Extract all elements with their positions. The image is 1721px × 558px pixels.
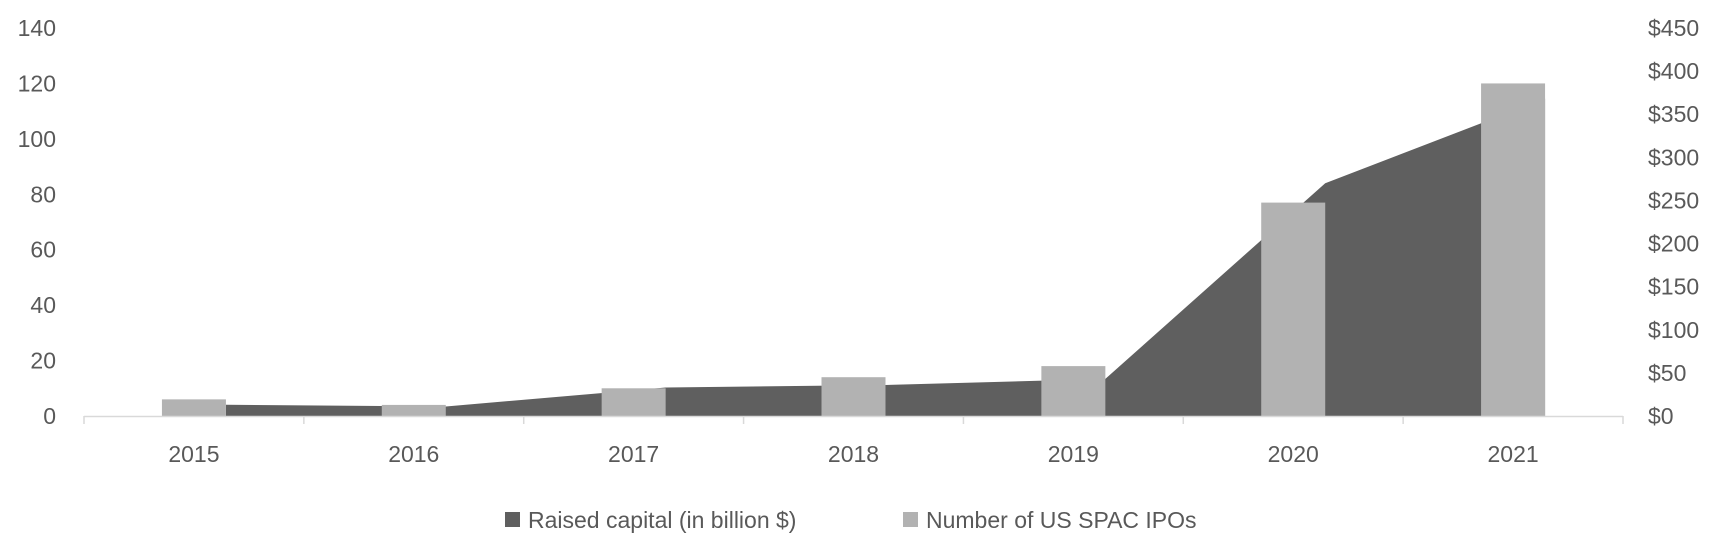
right-axis-tick-label: $250 <box>1648 187 1699 213</box>
left-axis-ticks: 0 20 40 60 80 100 120 140 <box>18 15 56 429</box>
left-axis-tick-label: 100 <box>18 126 56 152</box>
right-axis-tick-label: $100 <box>1648 317 1699 343</box>
x-axis-tick-label: 2016 <box>388 441 439 467</box>
legend-label-spac-ipos: Number of US SPAC IPOs <box>926 507 1197 533</box>
right-axis-ticks: $0 $50 $100 $150 $200 $250 $300 $350 $400 $450 <box>1648 15 1699 429</box>
right-axis-tick-label: $150 <box>1648 274 1699 300</box>
area-raised-capital <box>225 98 1546 417</box>
x-axis-ticks: 2015 2016 2017 2018 2019 2020 2021 <box>168 441 1538 467</box>
legend: Raised capital (in billion $) Number of … <box>505 507 1197 533</box>
right-axis-tick-label: $0 <box>1648 403 1674 429</box>
right-axis-tick-label: $50 <box>1648 360 1686 386</box>
left-axis-tick-label: 120 <box>18 70 56 96</box>
left-axis-tick-label: 0 <box>43 403 56 429</box>
legend-swatch-spac-ipos <box>903 512 918 527</box>
area-series-layer <box>225 98 1546 417</box>
bar-spac-ipos-2019 <box>1041 366 1106 416</box>
x-axis-tick-label: 2021 <box>1487 441 1538 467</box>
right-axis-tick-label: $400 <box>1648 58 1699 84</box>
x-axis-tick-label: 2018 <box>828 441 879 467</box>
left-axis-tick-label: 80 <box>30 181 56 207</box>
bar-spac-ipos-2018 <box>821 377 886 416</box>
right-axis-tick-label: $350 <box>1648 101 1699 127</box>
left-axis-tick-label: 140 <box>18 15 56 41</box>
bar-spac-ipos-2020 <box>1261 202 1326 416</box>
bar-spac-ipos-2016 <box>381 404 446 416</box>
left-axis-tick-label: 40 <box>30 292 56 318</box>
bar-spac-ipos-2017 <box>601 388 666 416</box>
x-axis-tick-label: 2020 <box>1268 441 1319 467</box>
legend-label-raised-capital: Raised capital (in billion $) <box>528 507 796 533</box>
right-axis-tick-label: $300 <box>1648 144 1699 170</box>
right-axis-tick-label: $200 <box>1648 231 1699 257</box>
legend-swatch-raised-capital <box>505 512 520 527</box>
left-axis-tick-label: 60 <box>30 237 56 263</box>
bar-series-layer <box>161 83 1546 416</box>
x-axis-tick-label: 2019 <box>1048 441 1099 467</box>
bar-spac-ipos-2015 <box>161 399 226 416</box>
right-axis-tick-label: $450 <box>1648 15 1699 41</box>
x-axis-tick-label: 2015 <box>168 441 219 467</box>
axis-layer <box>83 415 1624 424</box>
bar-spac-ipos-2021 <box>1481 83 1546 416</box>
left-axis-tick-label: 20 <box>30 348 56 374</box>
x-axis-tick-label: 2017 <box>608 441 659 467</box>
